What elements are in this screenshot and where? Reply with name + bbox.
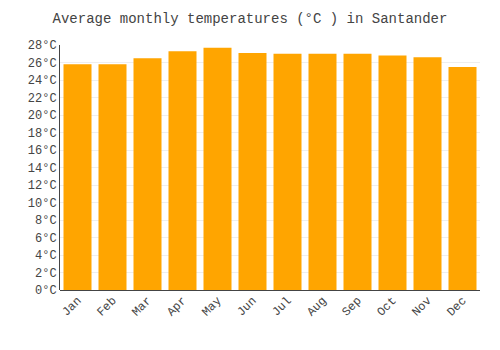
svg-text:28°C: 28°C	[28, 39, 57, 53]
svg-text:24°C: 24°C	[28, 74, 57, 88]
svg-text:26°C: 26°C	[28, 57, 57, 71]
svg-text:Jan: Jan	[59, 294, 84, 319]
svg-text:Jun: Jun	[234, 294, 259, 319]
svg-text:Feb: Feb	[94, 294, 119, 319]
svg-text:14°C: 14°C	[28, 162, 57, 176]
svg-text:Aug: Aug	[304, 294, 329, 319]
svg-text:Sep: Sep	[339, 294, 364, 319]
svg-text:Nov: Nov	[409, 294, 434, 319]
svg-text:2°C: 2°C	[35, 267, 57, 281]
svg-text:12°C: 12°C	[28, 179, 57, 193]
svg-text:Apr: Apr	[164, 294, 189, 319]
svg-text:Jul: Jul	[269, 294, 294, 319]
svg-text:8°C: 8°C	[35, 214, 57, 228]
svg-text:22°C: 22°C	[28, 92, 57, 106]
svg-text:18°C: 18°C	[28, 127, 57, 141]
svg-text:4°C: 4°C	[35, 249, 57, 263]
svg-text:Dec: Dec	[444, 294, 469, 319]
svg-text:Oct: Oct	[374, 294, 399, 319]
svg-text:0°C: 0°C	[35, 284, 57, 298]
svg-text:Mar: Mar	[129, 294, 154, 319]
svg-text:Average monthly temperatures (: Average monthly temperatures (°C ) in Sa…	[53, 11, 448, 27]
svg-text:6°C: 6°C	[35, 232, 57, 246]
svg-text:20°C: 20°C	[28, 109, 57, 123]
svg-text:May: May	[199, 294, 224, 319]
svg-text:16°C: 16°C	[28, 144, 57, 158]
svg-text:10°C: 10°C	[28, 197, 57, 211]
